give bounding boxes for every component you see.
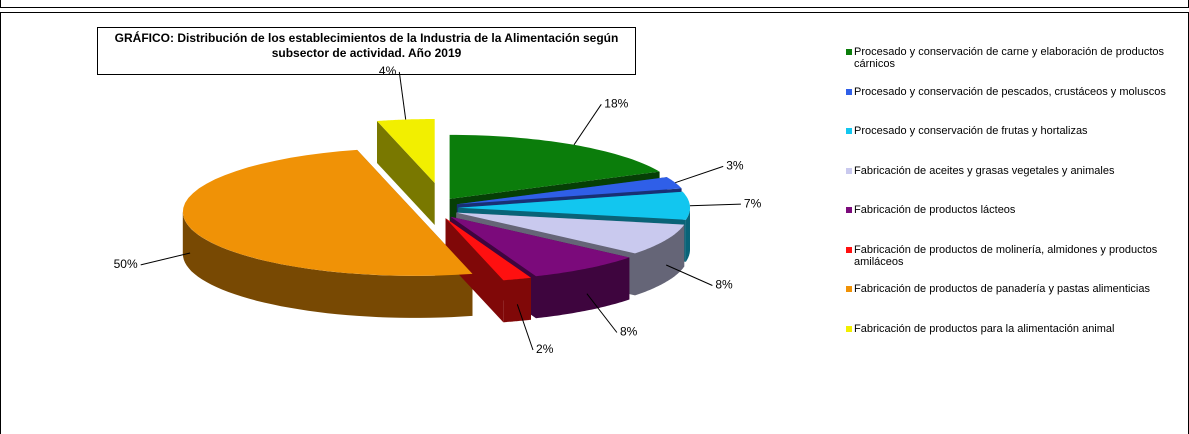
leader-line — [675, 165, 724, 184]
legend-label: Fabricación de productos lácteos — [854, 204, 1016, 216]
slice — [377, 119, 435, 183]
slice-side — [377, 121, 435, 225]
slice-wall — [536, 257, 630, 319]
legend-item: Procesado y conservación de frutas y hor… — [846, 125, 1166, 165]
slice-wall — [635, 224, 685, 296]
data-label: 8% — [620, 325, 638, 339]
data-label: 2% — [536, 342, 554, 356]
chart-title: GRÁFICO: Distribución de los establecimi… — [97, 27, 636, 75]
legend-swatch — [846, 49, 852, 55]
slice — [449, 134, 660, 199]
slice — [456, 212, 685, 254]
legend-item: Fabricación de productos lácteos — [846, 204, 1166, 244]
data-label: 50% — [114, 257, 138, 271]
slice-wall — [685, 207, 690, 262]
legend-item: Fabricación de aceites y grasas vegetale… — [846, 165, 1166, 205]
leader-line — [586, 293, 618, 333]
leader-line — [398, 71, 407, 120]
legend-item: Fabricación de productos para la aliment… — [846, 323, 1166, 363]
legend-label: Fabricación de productos de molinería, a… — [854, 243, 1158, 268]
legend-label: Fabricación de productos para la aliment… — [854, 322, 1115, 335]
legend-item: Fabricación de productos de molinería, a… — [846, 244, 1166, 284]
legend: Procesado y conservación de carne y elab… — [846, 46, 1166, 362]
legend-label: Procesado y conservación de frutas y hor… — [854, 125, 1088, 137]
slice — [456, 177, 682, 205]
data-label: 7% — [744, 196, 762, 210]
legend-label: Procesado y conservación de carne y elab… — [854, 46, 1165, 70]
data-label: 8% — [715, 278, 733, 292]
slice-wall — [182, 211, 473, 318]
data-label: 3% — [726, 159, 744, 173]
legend-swatch — [846, 286, 852, 292]
legend-swatch — [846, 325, 852, 332]
leader-line — [573, 104, 602, 146]
legend-swatch — [846, 167, 852, 174]
data-label: 18% — [604, 96, 628, 110]
legend-label: Procesado y conservación de pescados, cr… — [854, 85, 1166, 98]
slice-side — [445, 218, 504, 323]
leader-line — [665, 264, 713, 286]
leader-line — [689, 203, 741, 207]
legend-swatch — [846, 88, 852, 95]
legend-swatch — [846, 246, 852, 253]
slice — [450, 216, 630, 277]
leader-line — [140, 252, 191, 266]
slice — [182, 149, 473, 276]
slice — [445, 218, 531, 281]
legend-item: Procesado y conservación de carne y elab… — [846, 46, 1166, 86]
legend-item: Procesado y conservación de pescados, cr… — [846, 86, 1166, 126]
slice-wall — [503, 277, 531, 323]
legend-item: Fabricación de productos de panadería y … — [846, 283, 1166, 323]
leader-line — [516, 304, 534, 351]
legend-swatch — [846, 207, 852, 213]
legend-swatch — [846, 128, 852, 134]
legend-label: Fabricación de productos de panadería y … — [854, 283, 1150, 295]
slice — [458, 191, 690, 220]
legend-label: Fabricación de aceites y grasas vegetale… — [854, 164, 1115, 177]
